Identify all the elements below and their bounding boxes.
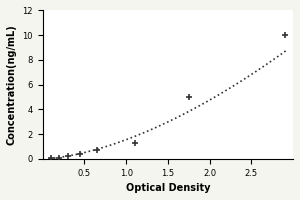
- Y-axis label: Concentration(ng/mL): Concentration(ng/mL): [7, 24, 17, 145]
- X-axis label: Optical Density: Optical Density: [126, 183, 210, 193]
